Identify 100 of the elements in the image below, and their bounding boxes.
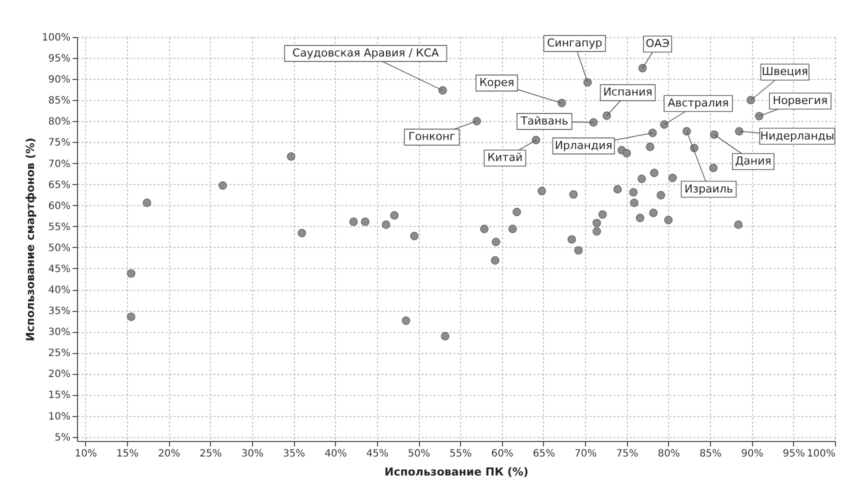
x-tick-label: 30% [241, 448, 264, 460]
y-tick-label: 35% [48, 306, 70, 318]
annotation: Израиль [684, 182, 733, 196]
point [668, 174, 677, 182]
point [622, 148, 631, 158]
point [574, 246, 583, 255]
point [589, 118, 598, 127]
y-tick-label: 70% [48, 158, 70, 170]
y-tick-label: 85% [48, 96, 70, 107]
point [648, 128, 657, 138]
annotation: Дания [735, 154, 772, 168]
point [746, 96, 756, 104]
point [532, 136, 540, 144]
y-tick-label: 50% [48, 242, 70, 254]
y-tick-label: 45% [48, 264, 70, 275]
point [126, 312, 136, 322]
point [592, 218, 601, 228]
y-tick-label: 95% [48, 54, 70, 65]
x-tick-label: 50% [408, 448, 430, 460]
point [629, 188, 638, 196]
x-tick-label: 100% [806, 448, 836, 460]
point [636, 214, 644, 222]
point [569, 190, 578, 199]
point [480, 224, 488, 234]
annotation: Испания [603, 86, 652, 99]
point [650, 168, 658, 178]
annotation: ОАЭ [646, 37, 670, 50]
x-tick-label: 95% [782, 448, 805, 460]
annotation: Сингапур [546, 36, 602, 50]
point [664, 216, 673, 224]
annotation: Тайвань [520, 114, 568, 128]
point [709, 164, 718, 172]
point [734, 220, 743, 229]
point [735, 127, 744, 136]
annotation: Корея [479, 76, 514, 90]
annotation: Нидерланды [760, 129, 834, 142]
point [382, 220, 390, 229]
point [441, 332, 450, 340]
x-tick-label: 75% [616, 448, 638, 460]
point [298, 228, 306, 238]
annotation: Швеция [762, 65, 808, 78]
y-tick-label: 25% [48, 348, 70, 360]
x-axis-title: Использование ПК (%) [384, 466, 528, 478]
x-tick-label: 25% [200, 448, 222, 460]
annotation: Ирландия [554, 138, 612, 152]
y-tick-label: 5% [54, 432, 70, 444]
point [492, 238, 500, 246]
y-tick-label: 30% [48, 327, 70, 338]
point [583, 78, 592, 87]
x-tick-label: 90% [741, 448, 764, 460]
annotation: Китай [487, 151, 523, 164]
y-tick-label: 65% [48, 180, 70, 191]
annotation: Норвегия [772, 94, 828, 108]
x-tick-label: 10% [74, 448, 97, 460]
point [649, 208, 658, 218]
annotation: Саудовская Аравия / КСА [292, 46, 440, 60]
point [142, 198, 152, 207]
point [508, 224, 517, 234]
point [286, 152, 296, 161]
y-tick-label: 80% [48, 116, 70, 128]
point [646, 142, 654, 152]
point [630, 198, 638, 207]
x-tick-label: 20% [158, 448, 180, 460]
x-tick-label: 35% [282, 448, 306, 460]
x-tick-label: 40% [324, 448, 347, 460]
point [402, 316, 410, 325]
point [512, 208, 521, 216]
point [598, 210, 607, 219]
point [349, 218, 358, 226]
x-tick-label: 15% [116, 448, 139, 460]
point [558, 98, 566, 108]
x-tick-label: 45% [366, 448, 388, 460]
point [592, 227, 601, 236]
y-tick-label: 90% [48, 74, 70, 86]
y-tick-label: 55% [48, 222, 70, 233]
x-tick-label: 55% [450, 448, 472, 460]
point [755, 112, 764, 120]
point [490, 256, 500, 265]
point [438, 86, 447, 95]
y-tick-label: 10% [48, 411, 70, 422]
point [656, 191, 666, 200]
y-tick-label: 75% [48, 138, 70, 149]
annotation: Австралия [668, 96, 729, 110]
x-tick-label: 85% [699, 448, 722, 460]
x-tick-label: 80% [658, 448, 680, 460]
annotation: Гонконг [408, 130, 456, 144]
point [638, 64, 647, 72]
point [660, 120, 668, 129]
point [126, 269, 136, 278]
y-tick-label: 60% [48, 200, 70, 212]
y-tick-label: 100% [42, 32, 70, 44]
point [361, 218, 370, 226]
point [613, 185, 622, 194]
point [218, 181, 227, 190]
x-tick-label: 70% [574, 448, 597, 460]
point [390, 211, 399, 220]
point [682, 127, 691, 136]
point [602, 112, 611, 120]
point [410, 232, 419, 240]
point [710, 130, 718, 139]
